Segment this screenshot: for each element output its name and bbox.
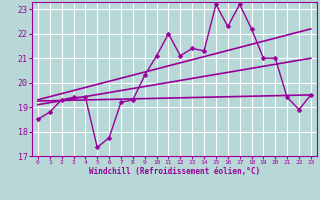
X-axis label: Windchill (Refroidissement éolien,°C): Windchill (Refroidissement éolien,°C): [89, 167, 260, 176]
